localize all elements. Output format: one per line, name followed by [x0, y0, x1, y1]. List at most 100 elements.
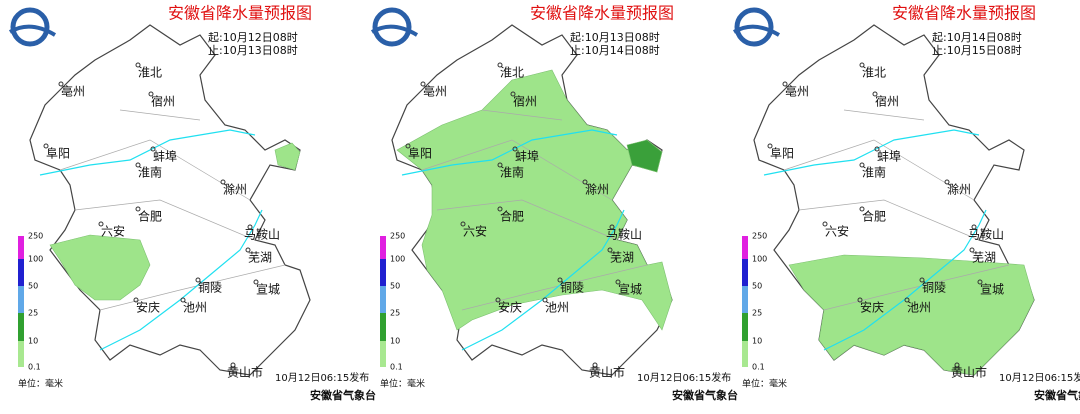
city-dot: [135, 62, 141, 68]
logo-wave: [8, 24, 57, 37]
city-label: 铜陵: [198, 280, 222, 295]
legend-label: 0.1: [28, 363, 41, 372]
city-dot: [859, 206, 865, 212]
logo-wave: [370, 24, 419, 37]
legend-label: 100: [28, 255, 43, 264]
city-label: 芜湖: [972, 250, 996, 265]
legend-label: 100: [752, 255, 767, 264]
city-dot: [148, 91, 154, 97]
end-time: 止:10月14日08时: [570, 44, 660, 57]
city-label: 宿州: [513, 94, 537, 109]
city-label: 黄山市: [227, 365, 263, 380]
legend-swatch: [380, 341, 386, 367]
end-time: 止:10月13日08时: [208, 44, 298, 57]
city-label: 芜湖: [248, 250, 272, 265]
logo: [372, 7, 412, 47]
agency: 安徽省气象台: [310, 388, 376, 402]
city-label: 马鞍山: [244, 227, 280, 242]
city-dot: [405, 143, 411, 149]
city-label: 合肥: [138, 209, 162, 224]
city-dot: [180, 297, 186, 303]
legend-label: 10: [28, 337, 38, 346]
legend-swatch: [380, 259, 386, 286]
agency: 安徽省气象台: [1034, 388, 1080, 402]
city-dot: [592, 362, 598, 368]
start-time: 起:10月12日08时: [208, 31, 298, 44]
city-dot: [857, 297, 863, 303]
rain-area: [788, 254, 1035, 376]
river: [39, 129, 263, 351]
legend-swatch: [742, 313, 748, 341]
city-dot: [609, 224, 615, 230]
city-label: 铜陵: [560, 280, 584, 295]
issued-time: 10月12日06:15发布: [275, 371, 369, 384]
city-label: 宿州: [875, 94, 899, 109]
issued-time: 10月12日06:15发布: [999, 371, 1080, 384]
city-dot: [944, 179, 950, 185]
city-dot: [919, 277, 925, 283]
city-label: 淮北: [500, 66, 524, 80]
legend-label: 50: [28, 282, 38, 291]
city-dot: [58, 81, 64, 87]
legend-swatch: [742, 286, 748, 313]
legend-label: 250: [390, 232, 405, 241]
city-label: 马鞍山: [968, 227, 1004, 242]
legend-swatch: [18, 259, 24, 286]
city-label: 宿州: [151, 94, 175, 109]
city-dot: [859, 162, 865, 168]
city-dot: [43, 143, 49, 149]
legend-swatch: [18, 313, 24, 341]
city-dot: [767, 143, 773, 149]
city-label: 池州: [545, 301, 569, 315]
city-label: 淮北: [862, 66, 886, 80]
city-dot: [969, 247, 975, 253]
city-dot: [195, 277, 201, 283]
legend-swatch: [18, 286, 24, 313]
city-dot: [782, 81, 788, 87]
city-dot: [133, 297, 139, 303]
city-label: 黄山市: [951, 365, 987, 380]
city-label: 六安: [825, 224, 849, 239]
panel-title: 安徽省降水量预报图: [892, 4, 1036, 23]
city-label: 六安: [463, 224, 487, 239]
legend-label: 250: [752, 232, 767, 241]
city-dot: [510, 91, 516, 97]
city-label: 淮北: [138, 66, 162, 80]
rain-area: [274, 142, 301, 171]
city-dot: [822, 221, 828, 227]
city-label: 安庆: [498, 300, 522, 315]
legend-swatch: [18, 236, 24, 259]
legend-swatch: [380, 313, 386, 341]
legend-label: 50: [752, 282, 762, 291]
county-borders: [783, 109, 1010, 311]
city-dot: [557, 277, 563, 283]
city-label: 六安: [101, 224, 125, 239]
city-label: 淮南: [138, 165, 162, 180]
province-outline: [29, 24, 311, 376]
legend-label: 25: [752, 309, 762, 318]
legend-label: 100: [390, 255, 405, 264]
city-label: 合肥: [862, 209, 886, 224]
legend-label: 25: [28, 309, 38, 318]
city-label: 淮南: [862, 165, 886, 180]
city-dot: [512, 146, 518, 152]
city-label: 蚌埠: [877, 150, 901, 164]
city-label: 马鞍山: [606, 227, 642, 242]
city-label: 宣城: [980, 282, 1004, 297]
city-label: 阜阳: [408, 147, 432, 161]
city-label: 亳州: [785, 84, 809, 99]
start-time: 起:10月13日08时: [570, 31, 660, 44]
city-dot: [542, 297, 548, 303]
city-dot: [954, 362, 960, 368]
city-label: 阜阳: [770, 147, 794, 161]
legend-label: 25: [390, 309, 400, 318]
city-label: 铜陵: [922, 280, 946, 295]
legend-swatch: [380, 286, 386, 313]
city-label: 池州: [183, 301, 207, 315]
city-label: 蚌埠: [153, 150, 177, 164]
city-dot: [904, 297, 910, 303]
